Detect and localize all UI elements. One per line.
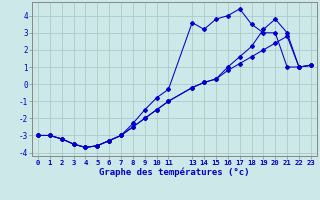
X-axis label: Graphe des températures (°c): Graphe des températures (°c) [99,168,250,177]
